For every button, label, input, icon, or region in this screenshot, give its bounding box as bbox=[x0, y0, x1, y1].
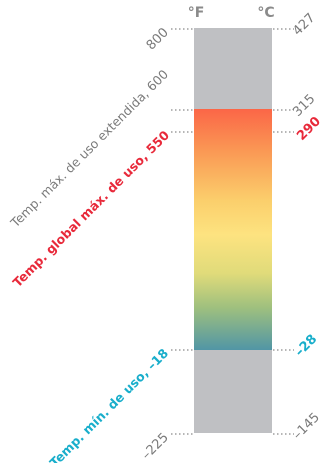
celsius-min-value: –28 bbox=[292, 332, 320, 360]
fahrenheit-unit-label: °F bbox=[188, 5, 205, 21]
fahrenheit-top-value: 800 bbox=[144, 25, 172, 53]
fahrenheit-bottom-value: –225 bbox=[139, 430, 172, 463]
celsius-unit-label: °C bbox=[257, 5, 274, 21]
bar-upper-gray-segment bbox=[194, 28, 272, 110]
bar-lower-gray-segment bbox=[194, 350, 272, 433]
celsius-top-value: 427 bbox=[290, 11, 318, 39]
bar-usable-range-gradient bbox=[194, 109, 272, 351]
celsius-bottom-value: –145 bbox=[290, 410, 323, 443]
